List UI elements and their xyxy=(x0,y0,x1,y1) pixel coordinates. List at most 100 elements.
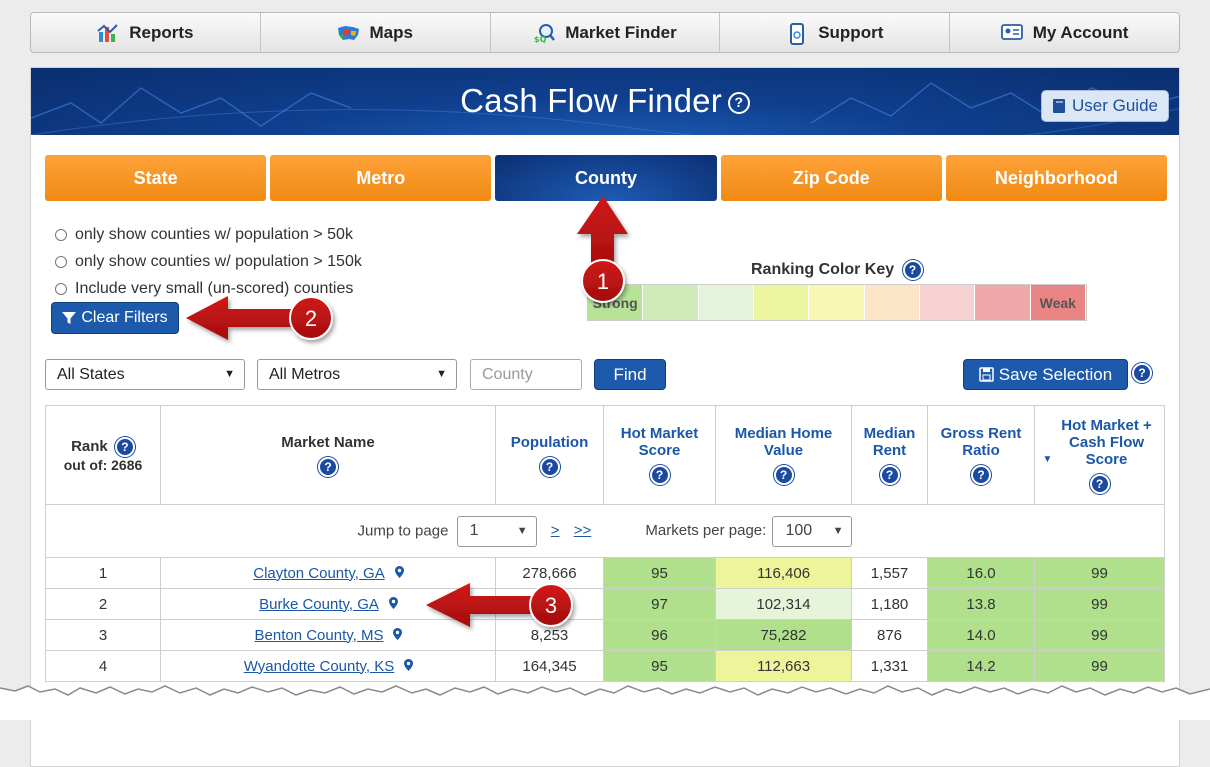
nav-reports[interactable]: Reports xyxy=(31,13,261,52)
help-icon[interactable]: ? xyxy=(318,456,338,477)
clear-filters-label: Clear Filters xyxy=(81,309,168,326)
find-button[interactable]: Find xyxy=(594,359,666,390)
help-icon[interactable]: ? xyxy=(114,436,135,457)
pagination-row: Jump to page 1 ▼ > >> Markets per page: 1… xyxy=(45,504,1165,558)
page-select[interactable]: 1 ▼ xyxy=(456,515,537,547)
filter-option[interactable]: Include very small (un-scored) counties xyxy=(55,275,362,302)
help-icon[interactable]: ? xyxy=(1089,473,1110,494)
title-help-icon[interactable]: ? xyxy=(727,92,750,114)
color-key-swatch xyxy=(698,285,754,320)
hot-market-score-cell: 96 xyxy=(603,619,716,651)
median-rent-cell: 1,331 xyxy=(851,650,928,682)
tab-neighborhood[interactable]: Neighborhood xyxy=(945,155,1168,201)
chart-icon xyxy=(97,23,119,43)
tab-county[interactable]: County xyxy=(495,155,717,201)
nav-support[interactable]: Support xyxy=(720,13,951,52)
market-link[interactable]: Clayton County, GA xyxy=(253,564,385,582)
map-pin-icon[interactable] xyxy=(393,627,403,640)
filter-option[interactable]: only show counties w/ population > 50k xyxy=(55,221,362,248)
market-link[interactable]: Burke County, GA xyxy=(259,595,379,613)
chevron-down-icon: ▼ xyxy=(224,368,235,380)
rank-cell: 4 xyxy=(45,650,161,682)
chevron-down-icon: ▼ xyxy=(832,525,844,537)
next-page-link[interactable]: > xyxy=(550,522,560,539)
nav-market-finder[interactable]: $Q Market Finder xyxy=(491,13,721,52)
page-title: Cash Flow Finder? xyxy=(31,82,1179,120)
cash-flow-score-cell: 99 xyxy=(1034,650,1165,682)
population-cell: 278,666 xyxy=(495,557,604,589)
radio-button[interactable] xyxy=(55,255,67,268)
help-icon[interactable]: ? xyxy=(539,456,560,477)
cash-flow-score-cell: 99 xyxy=(1034,557,1165,589)
header-rank[interactable]: Rank ? out of: 2686 xyxy=(45,405,161,505)
nav-support-label: Support xyxy=(818,22,884,42)
tab-metro[interactable]: Metro xyxy=(270,155,492,201)
per-page-select[interactable]: 100 ▼ xyxy=(772,515,853,547)
header-gross-rent-ratio[interactable]: Gross Rent Ratio ? xyxy=(927,405,1035,505)
gross-rent-ratio-cell: 14.2 xyxy=(927,650,1035,682)
chevron-down-icon: ▼ xyxy=(516,525,528,537)
svg-text:$Q: $Q xyxy=(534,35,547,43)
ranking-color-key: Strong Weak xyxy=(587,284,1087,321)
color-key-swatch xyxy=(975,285,1031,320)
markets-table: Rank ? out of: 2686 Market Name ? Popula… xyxy=(45,405,1165,682)
map-pin-icon[interactable] xyxy=(394,565,404,578)
jump-to-page-label: Jump to page xyxy=(357,522,449,539)
header-median-home-value[interactable]: Median Home Value ? xyxy=(715,405,852,505)
last-page-link[interactable]: >> xyxy=(573,522,592,539)
help-icon[interactable]: ? xyxy=(971,465,991,485)
nav-market-finder-label: Market Finder xyxy=(565,22,677,42)
gross-rent-ratio-cell: 13.8 xyxy=(927,588,1035,620)
save-selection-help-icon[interactable]: ? xyxy=(1132,363,1152,383)
filter-option[interactable]: only show counties w/ population > 150k xyxy=(55,248,362,275)
table-row: 3 Benton County, MS 8,253 96 75,282 876 14.0 99 xyxy=(45,619,1165,651)
radio-button[interactable] xyxy=(55,282,67,295)
nav-maps[interactable]: Maps xyxy=(261,13,491,52)
map-pin-icon[interactable] xyxy=(388,596,398,609)
phone-icon xyxy=(786,22,808,45)
help-icon[interactable]: ? xyxy=(649,465,670,485)
map-pin-icon[interactable] xyxy=(404,658,414,671)
population-cell: 8,253 xyxy=(495,619,604,651)
save-icon xyxy=(979,367,994,382)
hot-market-score-cell: 97 xyxy=(603,588,716,620)
market-finder-icon: $Q xyxy=(533,23,556,44)
county-input[interactable]: County xyxy=(470,359,582,390)
market-link[interactable]: Benton County, MS xyxy=(254,626,384,644)
header-population[interactable]: Population ? xyxy=(495,405,604,505)
tab-state[interactable]: State xyxy=(45,155,267,201)
market-name-cell: Benton County, MS xyxy=(160,619,496,651)
nav-my-account[interactable]: My Account xyxy=(950,13,1179,52)
median-home-value-cell: 102,314 xyxy=(715,588,852,620)
cash-flow-score-cell: 99 xyxy=(1034,588,1165,620)
save-selection-button[interactable]: Save Selection xyxy=(963,359,1128,390)
help-icon[interactable]: ? xyxy=(879,465,900,485)
nav-my-account-label: My Account xyxy=(1032,22,1129,42)
market-link[interactable]: Wyandotte County, KS xyxy=(243,657,395,675)
market-name-cell: Clayton County, GA xyxy=(160,557,496,589)
median-home-value-cell: 75,282 xyxy=(715,619,852,651)
header-hot-market-score[interactable]: Hot Market Score ? xyxy=(603,405,716,505)
hot-market-score-cell: 95 xyxy=(603,650,716,682)
tab-zip-code[interactable]: Zip Code xyxy=(720,155,942,201)
filter-icon xyxy=(62,312,77,324)
color-key-help-icon[interactable]: ? xyxy=(902,260,923,280)
cash-flow-finder-panel: Cash Flow Finder? User Guide State Metro… xyxy=(30,67,1180,767)
nav-maps-label: Maps xyxy=(369,22,413,42)
radio-button[interactable] xyxy=(55,228,67,241)
color-key-swatch: Weak xyxy=(1030,285,1086,320)
states-select[interactable]: All States ▼ xyxy=(45,359,245,390)
user-guide-button[interactable]: User Guide xyxy=(1041,90,1169,122)
top-nav: Reports Maps $Q Market Finder Support My… xyxy=(30,12,1180,53)
rank-cell: 3 xyxy=(45,619,161,651)
table-row: 1 Clayton County, GA 278,666 95 116,406 1,557… xyxy=(45,557,1165,589)
clear-filters-button[interactable]: Clear Filters xyxy=(51,302,179,334)
metros-select[interactable]: All Metros ▼ xyxy=(257,359,457,390)
help-icon[interactable]: ? xyxy=(773,465,794,485)
population-cell xyxy=(495,588,604,620)
page-title-text: Cash Flow Finder xyxy=(460,82,722,119)
header-market-name[interactable]: Market Name ? xyxy=(160,405,496,505)
header-cash-flow-score[interactable]: ▼ Hot Market + Cash Flow Score ? xyxy=(1034,405,1165,505)
book-icon xyxy=(1053,99,1066,113)
header-median-rent[interactable]: Median Rent ? xyxy=(851,405,928,505)
